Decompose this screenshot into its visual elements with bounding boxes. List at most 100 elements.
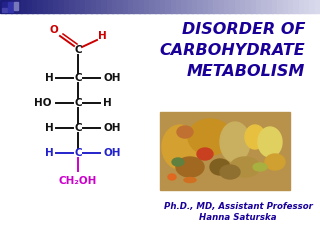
Bar (149, 0, 156, 13)
Bar (107, 0, 113, 13)
Bar (0, 0, 6, 13)
Text: H: H (44, 148, 53, 158)
Bar (229, 0, 236, 13)
Bar (75, 0, 81, 13)
Text: H: H (98, 31, 106, 41)
Bar (80, 0, 86, 13)
Text: C: C (74, 73, 82, 83)
Text: C: C (74, 148, 82, 158)
Ellipse shape (176, 157, 204, 177)
Text: H: H (44, 73, 53, 83)
Bar (304, 0, 310, 13)
Bar (112, 0, 118, 13)
Ellipse shape (162, 125, 198, 169)
Bar (245, 0, 252, 13)
Bar (96, 0, 102, 13)
Text: OH: OH (103, 123, 121, 133)
Bar (85, 0, 92, 13)
Text: H: H (103, 98, 111, 108)
Text: CARBOHYDRATE: CARBOHYDRATE (159, 43, 305, 58)
Text: C: C (74, 123, 82, 133)
Bar (59, 0, 65, 13)
Bar (315, 0, 320, 13)
Text: C: C (74, 45, 82, 55)
Text: OH: OH (103, 73, 121, 83)
Text: METABOLISM: METABOLISM (187, 64, 305, 79)
Ellipse shape (188, 119, 232, 155)
Text: CH₂OH: CH₂OH (59, 176, 97, 186)
Bar (176, 0, 182, 13)
Bar (165, 0, 172, 13)
Bar (240, 0, 246, 13)
Bar (299, 0, 305, 13)
Bar (283, 0, 289, 13)
Bar (272, 0, 278, 13)
Bar (11, 0, 17, 13)
Bar (160, 112, 290, 190)
Text: OH: OH (103, 148, 121, 158)
Ellipse shape (258, 127, 282, 157)
Bar (267, 0, 273, 13)
Bar (144, 0, 150, 13)
Ellipse shape (210, 159, 230, 175)
Ellipse shape (253, 163, 267, 171)
Text: Ph.D., MD, Assistant Professor: Ph.D., MD, Assistant Professor (164, 202, 312, 211)
Text: C: C (74, 98, 82, 108)
Text: H: H (44, 123, 53, 133)
Text: Hanna Saturska: Hanna Saturska (199, 213, 277, 222)
Bar (91, 0, 97, 13)
Bar (235, 0, 241, 13)
Bar (251, 0, 257, 13)
Bar (117, 0, 124, 13)
Bar (5, 0, 12, 13)
Bar (37, 0, 44, 13)
Bar (160, 0, 166, 13)
Bar (261, 0, 268, 13)
Bar (192, 0, 198, 13)
Bar (101, 0, 108, 13)
Bar (27, 0, 33, 13)
Bar (171, 0, 177, 13)
Bar (32, 0, 38, 13)
Ellipse shape (230, 157, 260, 177)
Bar (309, 0, 316, 13)
Bar (224, 0, 230, 13)
Ellipse shape (265, 154, 285, 170)
Bar (2, 2, 7, 7)
Bar (14, 2, 18, 10)
Ellipse shape (220, 165, 240, 179)
Ellipse shape (197, 148, 213, 160)
Bar (21, 0, 28, 13)
Text: O: O (50, 25, 58, 35)
Bar (48, 0, 54, 13)
Bar (293, 0, 300, 13)
Bar (8, 2, 13, 12)
Text: DISORDER OF: DISORDER OF (182, 22, 305, 37)
Bar (2, 8, 7, 12)
Bar (16, 0, 22, 13)
Bar (256, 0, 262, 13)
Bar (288, 0, 294, 13)
Bar (64, 0, 70, 13)
Bar (203, 0, 209, 13)
Ellipse shape (184, 178, 196, 182)
Ellipse shape (245, 125, 265, 149)
Bar (277, 0, 284, 13)
Bar (53, 0, 60, 13)
Bar (213, 0, 220, 13)
Bar (181, 0, 188, 13)
Bar (219, 0, 225, 13)
Bar (133, 0, 140, 13)
Ellipse shape (172, 158, 184, 166)
Bar (128, 0, 134, 13)
Text: HO: HO (34, 98, 52, 108)
Bar (187, 0, 193, 13)
Bar (43, 0, 49, 13)
Bar (208, 0, 214, 13)
Bar (139, 0, 145, 13)
Bar (123, 0, 129, 13)
Ellipse shape (168, 174, 176, 180)
Ellipse shape (177, 126, 193, 138)
Bar (69, 0, 76, 13)
Bar (197, 0, 204, 13)
